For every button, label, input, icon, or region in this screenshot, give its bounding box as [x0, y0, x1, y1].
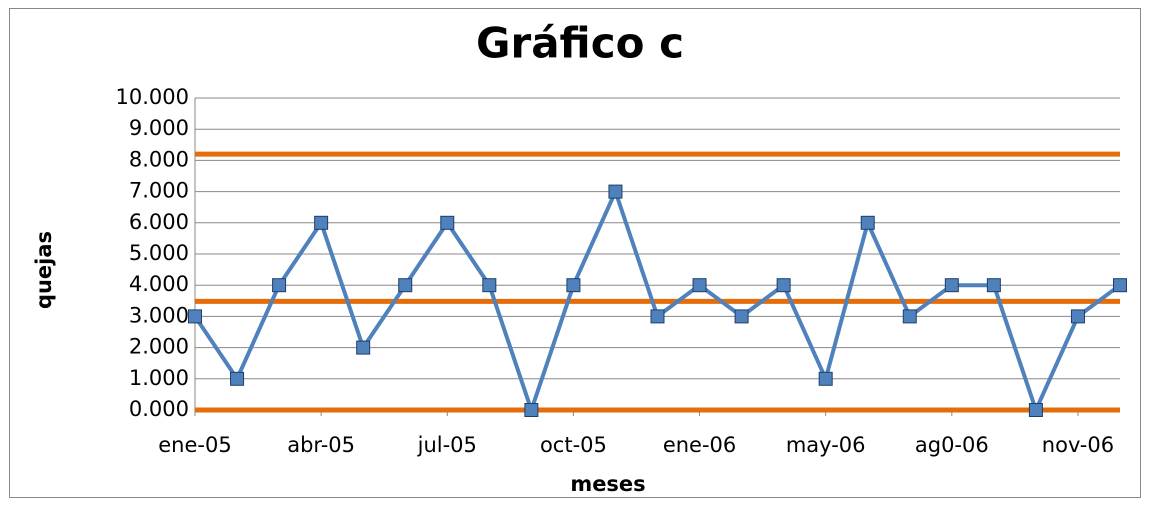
data-point [188, 309, 202, 324]
data-point [818, 371, 833, 386]
y-axis-label: quejas [32, 231, 56, 309]
y-tick-label: 1.000 [129, 366, 189, 390]
data-point [734, 309, 749, 324]
x-tick-label: ene-06 [663, 433, 736, 457]
x-tick-label: ag0-06 [915, 433, 989, 457]
y-tick-label: 4.000 [129, 272, 189, 296]
data-point [272, 278, 287, 293]
x-tick-label: oct-05 [540, 433, 607, 457]
y-tick-label: 8.000 [129, 147, 189, 171]
y-tick-label: 6.000 [129, 210, 189, 234]
data-point [986, 278, 1001, 293]
y-tick-label: 9.000 [129, 116, 189, 140]
data-point [944, 278, 959, 293]
data-point [1113, 278, 1127, 293]
x-tick-label: may-06 [786, 433, 866, 457]
chart-title: Gráfico c [476, 19, 684, 68]
data-point [398, 278, 413, 293]
x-tick-label: jul-05 [417, 433, 477, 457]
data-point [902, 309, 917, 324]
data-point [482, 278, 497, 293]
data-point [776, 278, 791, 293]
x-tick-label: ene-05 [158, 433, 231, 457]
data-point [314, 215, 329, 230]
data-point [692, 278, 707, 293]
x-axis-label: meses [570, 472, 645, 496]
y-tick-label: 3.000 [129, 303, 189, 327]
x-tick-label: abr-05 [287, 433, 355, 457]
data-point [608, 184, 623, 199]
data-point [230, 371, 245, 386]
data-point [524, 403, 539, 417]
x-tick-label: nov-06 [1042, 433, 1114, 457]
data-point [1028, 403, 1043, 417]
data-point [566, 278, 581, 293]
data-point [650, 309, 665, 324]
y-tick-label: 2.000 [129, 335, 189, 359]
data-point [1070, 309, 1085, 324]
y-tick-label: 0.000 [129, 397, 189, 421]
data-point [860, 215, 875, 230]
y-tick-label: 7.000 [129, 179, 189, 203]
data-point [440, 215, 455, 230]
y-tick-label: 10.000 [116, 85, 189, 109]
data-point [356, 340, 371, 355]
y-tick-label: 5.000 [129, 241, 189, 265]
